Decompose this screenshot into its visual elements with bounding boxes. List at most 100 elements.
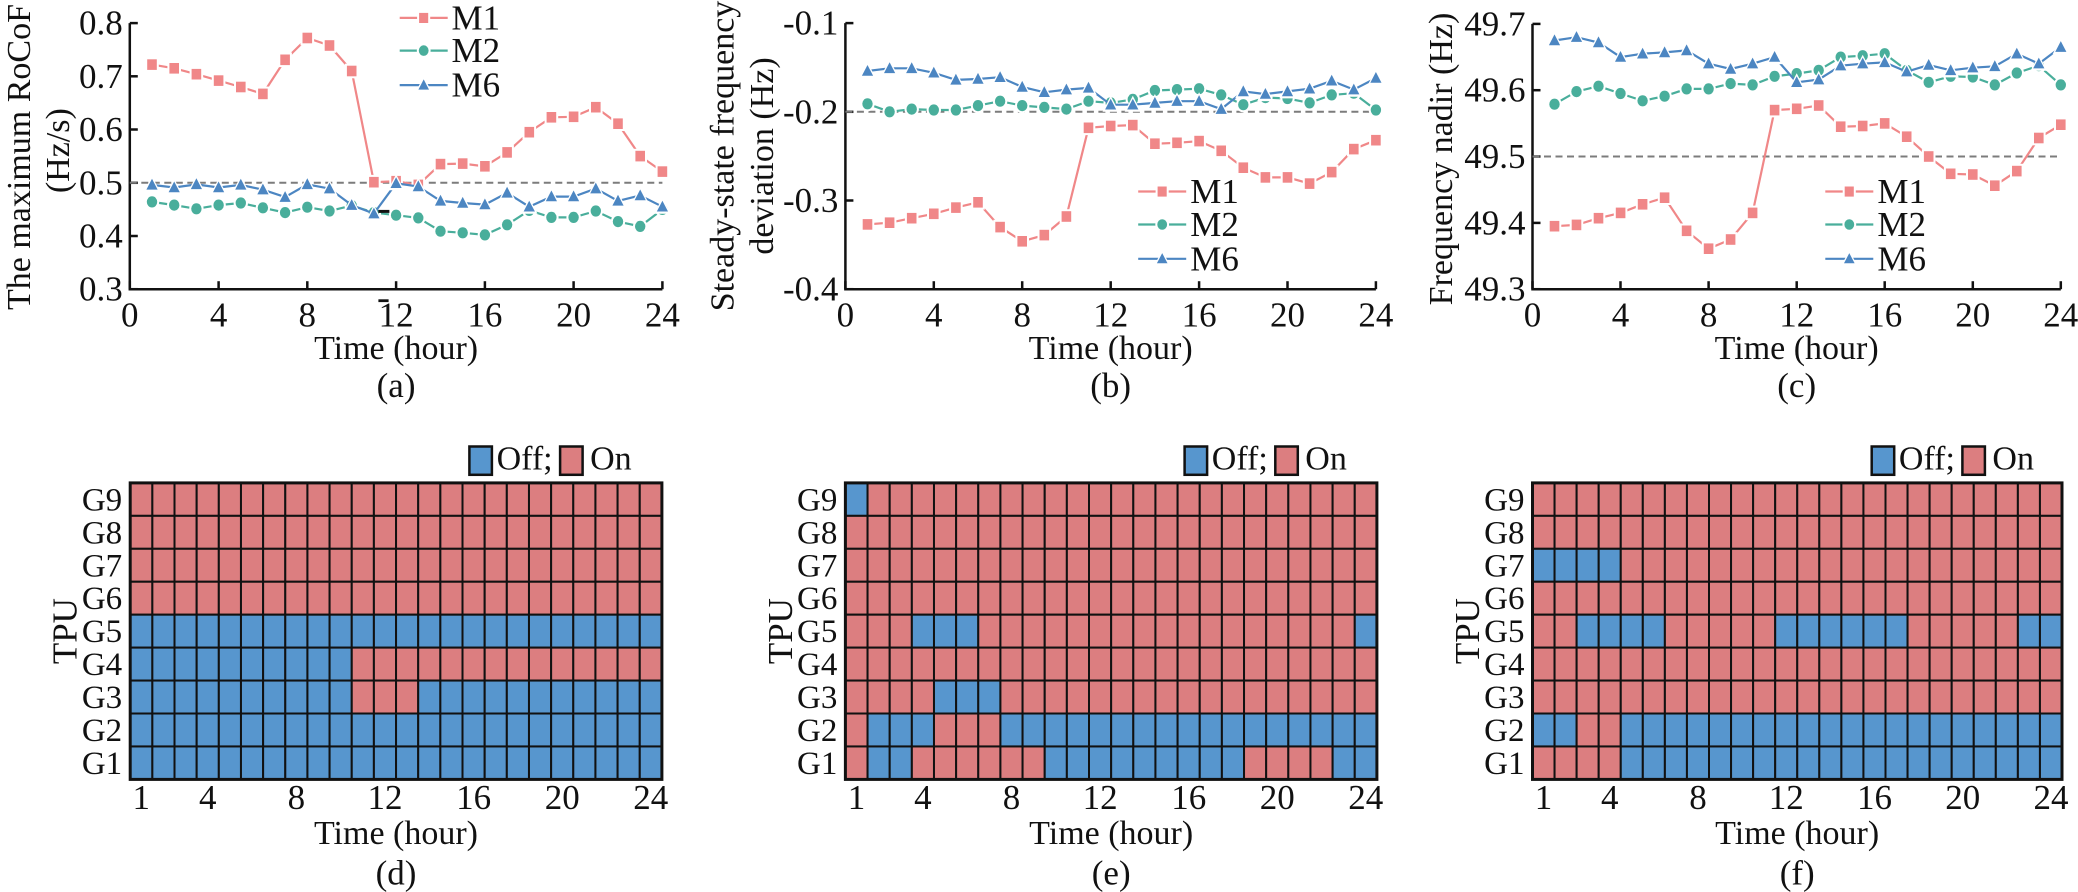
svg-text:-0.3: -0.3 xyxy=(783,181,838,220)
svg-text:G4: G4 xyxy=(1484,647,1524,683)
svg-text:M1: M1 xyxy=(1190,172,1239,211)
svg-text:M2: M2 xyxy=(1877,205,1926,244)
svg-text:G2: G2 xyxy=(1484,713,1524,749)
svg-text:0.7: 0.7 xyxy=(79,57,123,96)
svg-text:0: 0 xyxy=(121,296,139,335)
svg-text:24: 24 xyxy=(2043,296,2078,335)
svg-text:0.5: 0.5 xyxy=(79,163,123,202)
svg-text:G1: G1 xyxy=(797,746,837,782)
svg-text:G5: G5 xyxy=(797,614,837,650)
svg-text:0.6: 0.6 xyxy=(79,110,123,149)
svg-text:4: 4 xyxy=(199,778,217,817)
svg-text:Time (hour): Time (hour) xyxy=(1715,815,1879,852)
svg-text:M1: M1 xyxy=(452,0,501,37)
svg-text:12: 12 xyxy=(368,778,403,817)
svg-text:1: 1 xyxy=(1535,778,1553,817)
svg-text:G9: G9 xyxy=(1484,482,1524,518)
svg-text:G8: G8 xyxy=(82,515,122,551)
svg-text:16: 16 xyxy=(1867,296,1902,335)
svg-text:(b): (b) xyxy=(1090,366,1131,405)
svg-text:8: 8 xyxy=(1013,296,1031,335)
svg-text:G9: G9 xyxy=(797,482,837,518)
svg-text:4: 4 xyxy=(1612,296,1630,335)
svg-text:G7: G7 xyxy=(797,548,837,584)
svg-text:Time (hour): Time (hour) xyxy=(314,815,478,852)
svg-text:Frequency nadir (Hz): Frequency nadir (Hz) xyxy=(1423,13,1460,306)
svg-text:G8: G8 xyxy=(1484,515,1524,551)
svg-text:-0.2: -0.2 xyxy=(783,92,838,131)
svg-text:24: 24 xyxy=(645,296,680,335)
svg-text:24: 24 xyxy=(2034,778,2069,817)
svg-text:49.3: 49.3 xyxy=(1464,270,1525,309)
svg-text:G1: G1 xyxy=(1484,746,1524,782)
svg-text:24: 24 xyxy=(1358,296,1393,335)
svg-text:1: 1 xyxy=(133,778,151,817)
svg-text:Steady-state frequency: Steady-state frequency xyxy=(705,1,742,312)
svg-text:8: 8 xyxy=(1689,778,1707,817)
svg-text:20: 20 xyxy=(545,778,580,817)
svg-text:G2: G2 xyxy=(82,713,122,749)
svg-text:(e): (e) xyxy=(1092,854,1131,892)
svg-text:The maximum RoCoF: The maximum RoCoF xyxy=(1,4,38,310)
svg-text:24: 24 xyxy=(633,778,668,817)
svg-text:TPU: TPU xyxy=(1448,598,1487,664)
svg-text:0: 0 xyxy=(1524,296,1542,335)
svg-text:G2: G2 xyxy=(797,713,837,749)
svg-text:4: 4 xyxy=(210,296,228,335)
svg-text:4: 4 xyxy=(914,778,932,817)
svg-text:8: 8 xyxy=(1700,296,1718,335)
svg-text:On: On xyxy=(1992,440,2034,477)
svg-text:20: 20 xyxy=(1955,296,1990,335)
svg-text:G1: G1 xyxy=(82,746,122,782)
svg-text:TPU: TPU xyxy=(761,598,800,664)
svg-text:20: 20 xyxy=(1260,778,1295,817)
svg-text:G3: G3 xyxy=(82,680,122,716)
svg-text:G6: G6 xyxy=(82,581,122,617)
svg-text:8: 8 xyxy=(299,296,317,335)
svg-text:G4: G4 xyxy=(797,647,837,683)
svg-text:4: 4 xyxy=(925,296,943,335)
svg-text:8: 8 xyxy=(288,778,306,817)
svg-text:0: 0 xyxy=(837,296,855,335)
svg-text:0.8: 0.8 xyxy=(79,4,123,43)
svg-text:G6: G6 xyxy=(797,581,837,617)
svg-text:0.4: 0.4 xyxy=(79,217,123,256)
svg-text:49.7: 49.7 xyxy=(1464,4,1525,43)
svg-text:16: 16 xyxy=(1182,296,1217,335)
svg-text:G7: G7 xyxy=(1484,548,1524,584)
svg-text:49.5: 49.5 xyxy=(1464,137,1525,176)
svg-text:-0.4: -0.4 xyxy=(783,270,838,309)
svg-text:49.4: 49.4 xyxy=(1464,203,1525,242)
svg-text:12: 12 xyxy=(1083,778,1118,817)
svg-text:TPU: TPU xyxy=(46,598,85,664)
svg-text:49.6: 49.6 xyxy=(1464,71,1525,110)
svg-text:G9: G9 xyxy=(82,482,122,518)
svg-text:G5: G5 xyxy=(1484,614,1524,650)
svg-text:Time (hour): Time (hour) xyxy=(1029,815,1193,852)
svg-text:Time (hour): Time (hour) xyxy=(1715,330,1879,367)
svg-text:G7: G7 xyxy=(82,548,122,584)
svg-text:G3: G3 xyxy=(797,680,837,716)
svg-text:16: 16 xyxy=(1857,778,1892,817)
svg-text:On: On xyxy=(590,440,632,477)
svg-text:M6: M6 xyxy=(1190,239,1239,278)
svg-text:G6: G6 xyxy=(1484,581,1524,617)
svg-text:12: 12 xyxy=(1779,296,1814,335)
svg-text:(Hz/s): (Hz/s) xyxy=(40,108,77,193)
svg-text:M1: M1 xyxy=(1877,172,1926,211)
svg-text:G5: G5 xyxy=(82,614,122,650)
svg-text:M6: M6 xyxy=(1877,239,1926,278)
svg-text:deviation (Hz): deviation (Hz) xyxy=(744,57,781,254)
svg-text:16: 16 xyxy=(1171,778,1206,817)
svg-text:20: 20 xyxy=(1945,778,1980,817)
svg-text:(a): (a) xyxy=(377,366,416,405)
svg-text:-0.1: -0.1 xyxy=(783,4,838,43)
svg-text:12: 12 xyxy=(1769,778,1804,817)
svg-text:M6: M6 xyxy=(452,66,501,105)
svg-text:Time (hour): Time (hour) xyxy=(314,330,478,367)
svg-text:G3: G3 xyxy=(1484,680,1524,716)
svg-text:M2: M2 xyxy=(1190,205,1239,244)
svg-text:0.3: 0.3 xyxy=(79,270,123,309)
svg-text:20: 20 xyxy=(556,296,591,335)
svg-text:16: 16 xyxy=(467,296,502,335)
